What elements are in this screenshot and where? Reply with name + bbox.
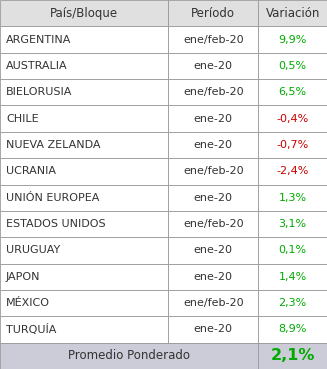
Text: UCRANIA: UCRANIA <box>6 166 56 176</box>
Text: ARGENTINA: ARGENTINA <box>6 35 71 45</box>
Bar <box>0 343 258 369</box>
Bar <box>0 316 168 343</box>
Text: ene/feb-20: ene/feb-20 <box>183 87 244 97</box>
Bar <box>258 343 327 369</box>
Bar <box>258 106 327 132</box>
Text: ene/feb-20: ene/feb-20 <box>183 166 244 176</box>
Text: Promedio Ponderado: Promedio Ponderado <box>68 349 190 362</box>
Bar <box>168 158 258 184</box>
Bar <box>0 0 168 26</box>
Text: BIELORUSIA: BIELORUSIA <box>6 87 72 97</box>
Text: ene-20: ene-20 <box>194 193 233 203</box>
Text: JAPON: JAPON <box>6 272 41 282</box>
Bar <box>0 79 168 106</box>
Bar <box>258 290 327 316</box>
Bar <box>0 184 168 211</box>
Bar <box>258 211 327 237</box>
Text: ene-20: ene-20 <box>194 61 233 71</box>
Text: -0,7%: -0,7% <box>277 140 309 150</box>
Text: ene-20: ene-20 <box>194 324 233 334</box>
Text: 1,3%: 1,3% <box>279 193 307 203</box>
Bar <box>168 184 258 211</box>
Bar <box>258 0 327 26</box>
Text: NUEVA ZELANDA: NUEVA ZELANDA <box>6 140 100 150</box>
Bar <box>168 106 258 132</box>
Text: 9,9%: 9,9% <box>279 35 307 45</box>
Text: UNIÓN EUROPEA: UNIÓN EUROPEA <box>6 193 99 203</box>
Bar <box>168 237 258 263</box>
Text: ene/feb-20: ene/feb-20 <box>183 35 244 45</box>
Bar <box>258 263 327 290</box>
Bar <box>168 316 258 343</box>
Bar <box>258 26 327 53</box>
Bar <box>168 132 258 158</box>
Bar <box>168 211 258 237</box>
Text: ene-20: ene-20 <box>194 245 233 255</box>
Bar <box>168 26 258 53</box>
Bar <box>168 290 258 316</box>
Text: 3,1%: 3,1% <box>279 219 307 229</box>
Bar <box>0 106 168 132</box>
Text: ene-20: ene-20 <box>194 272 233 282</box>
Text: 0,5%: 0,5% <box>279 61 307 71</box>
Bar <box>168 53 258 79</box>
Bar <box>258 53 327 79</box>
Bar <box>258 132 327 158</box>
Text: CHILE: CHILE <box>6 114 39 124</box>
Bar <box>258 158 327 184</box>
Text: ESTADOS UNIDOS: ESTADOS UNIDOS <box>6 219 106 229</box>
Bar <box>258 79 327 106</box>
Text: MÉXICO: MÉXICO <box>6 298 50 308</box>
Text: 6,5%: 6,5% <box>279 87 307 97</box>
Text: ene-20: ene-20 <box>194 114 233 124</box>
Bar <box>168 263 258 290</box>
Bar <box>168 0 258 26</box>
Text: 8,9%: 8,9% <box>279 324 307 334</box>
Bar <box>0 53 168 79</box>
Bar <box>258 184 327 211</box>
Text: ene/feb-20: ene/feb-20 <box>183 298 244 308</box>
Bar <box>0 132 168 158</box>
Text: 0,1%: 0,1% <box>279 245 307 255</box>
Text: 1,4%: 1,4% <box>279 272 307 282</box>
Text: 2,3%: 2,3% <box>279 298 307 308</box>
Text: País/Bloque: País/Bloque <box>50 7 118 20</box>
Bar <box>0 237 168 263</box>
Bar <box>0 211 168 237</box>
Text: Variación: Variación <box>266 7 320 20</box>
Text: URUGUAY: URUGUAY <box>6 245 60 255</box>
Text: -2,4%: -2,4% <box>276 166 309 176</box>
Bar <box>168 79 258 106</box>
Bar <box>0 263 168 290</box>
Bar <box>0 158 168 184</box>
Text: TURQUÍA: TURQUÍA <box>6 324 56 335</box>
Text: Período: Período <box>191 7 235 20</box>
Bar <box>0 290 168 316</box>
Text: AUSTRALIA: AUSTRALIA <box>6 61 67 71</box>
Text: ene-20: ene-20 <box>194 140 233 150</box>
Text: -0,4%: -0,4% <box>277 114 309 124</box>
Bar <box>258 237 327 263</box>
Text: ene/feb-20: ene/feb-20 <box>183 219 244 229</box>
Bar <box>258 316 327 343</box>
Bar <box>0 26 168 53</box>
Text: 2,1%: 2,1% <box>270 348 315 363</box>
